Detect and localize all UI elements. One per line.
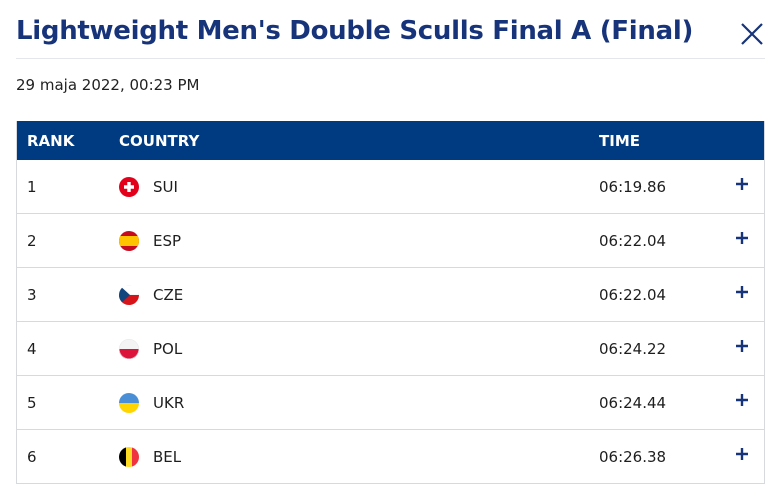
table-row: 1 SUI 06:19.86	[17, 160, 764, 214]
expand-button[interactable]	[733, 445, 751, 463]
column-header: TIME	[599, 131, 640, 150]
country: POL	[153, 339, 183, 358]
close-button[interactable]	[738, 20, 766, 48]
country: UKR	[153, 393, 185, 412]
divider	[16, 58, 765, 59]
country: ESP	[153, 231, 182, 250]
plus-icon	[736, 285, 748, 298]
date: 29 maja 2022, 00:23 PM	[16, 76, 200, 94]
close-icon	[741, 23, 763, 45]
time: 06:24.44	[599, 393, 667, 412]
table-row: 5 UKR 06:24.44	[17, 376, 764, 430]
rank: 3	[27, 285, 37, 304]
rank: 6	[27, 447, 37, 466]
expand-button[interactable]	[733, 337, 751, 355]
table-row: 4 POL 06:24.22	[17, 322, 764, 376]
flag-icon	[119, 284, 139, 305]
expand-button[interactable]	[733, 391, 751, 409]
flag-icon	[119, 446, 139, 467]
expand-button[interactable]	[733, 229, 751, 247]
plus-icon	[736, 393, 748, 406]
country: SUI	[153, 177, 178, 196]
country: BEL	[153, 447, 182, 466]
rank: 4	[27, 339, 37, 358]
table-row: 3 CZE 06:22.04	[17, 268, 764, 322]
plus-icon	[736, 177, 748, 190]
table-row: 6 BEL 06:26.38	[17, 430, 764, 484]
time: 06:22.04	[599, 231, 667, 250]
rank: 1	[27, 177, 37, 196]
plus-icon	[736, 447, 748, 460]
expand-button[interactable]	[733, 175, 751, 193]
flag-icon	[119, 230, 139, 251]
flag-icon	[119, 176, 139, 197]
rank: 5	[27, 393, 37, 412]
plus-icon	[736, 339, 748, 352]
column-header: COUNTRY	[119, 131, 200, 150]
time: 06:22.04	[599, 285, 667, 304]
rank: 2	[27, 231, 37, 250]
flag-icon	[119, 392, 139, 413]
flag-icon	[119, 338, 139, 359]
time: 06:26.38	[599, 447, 667, 466]
title: Lightweight Men's Double Sculls Final A …	[16, 16, 694, 46]
plus-icon	[736, 231, 748, 244]
time: 06:19.86	[599, 177, 667, 196]
country: CZE	[153, 285, 184, 304]
table-header: RANK COUNTRY TIME	[17, 121, 764, 160]
column-header: RANK	[27, 131, 75, 150]
expand-button[interactable]	[733, 283, 751, 301]
table-row: 2 ESP 06:22.04	[17, 214, 764, 268]
time: 06:24.22	[599, 339, 667, 358]
results-table: RANK COUNTRY TIME 1 SUI 06:19.86 2 ESP 06:22.…	[16, 121, 765, 484]
